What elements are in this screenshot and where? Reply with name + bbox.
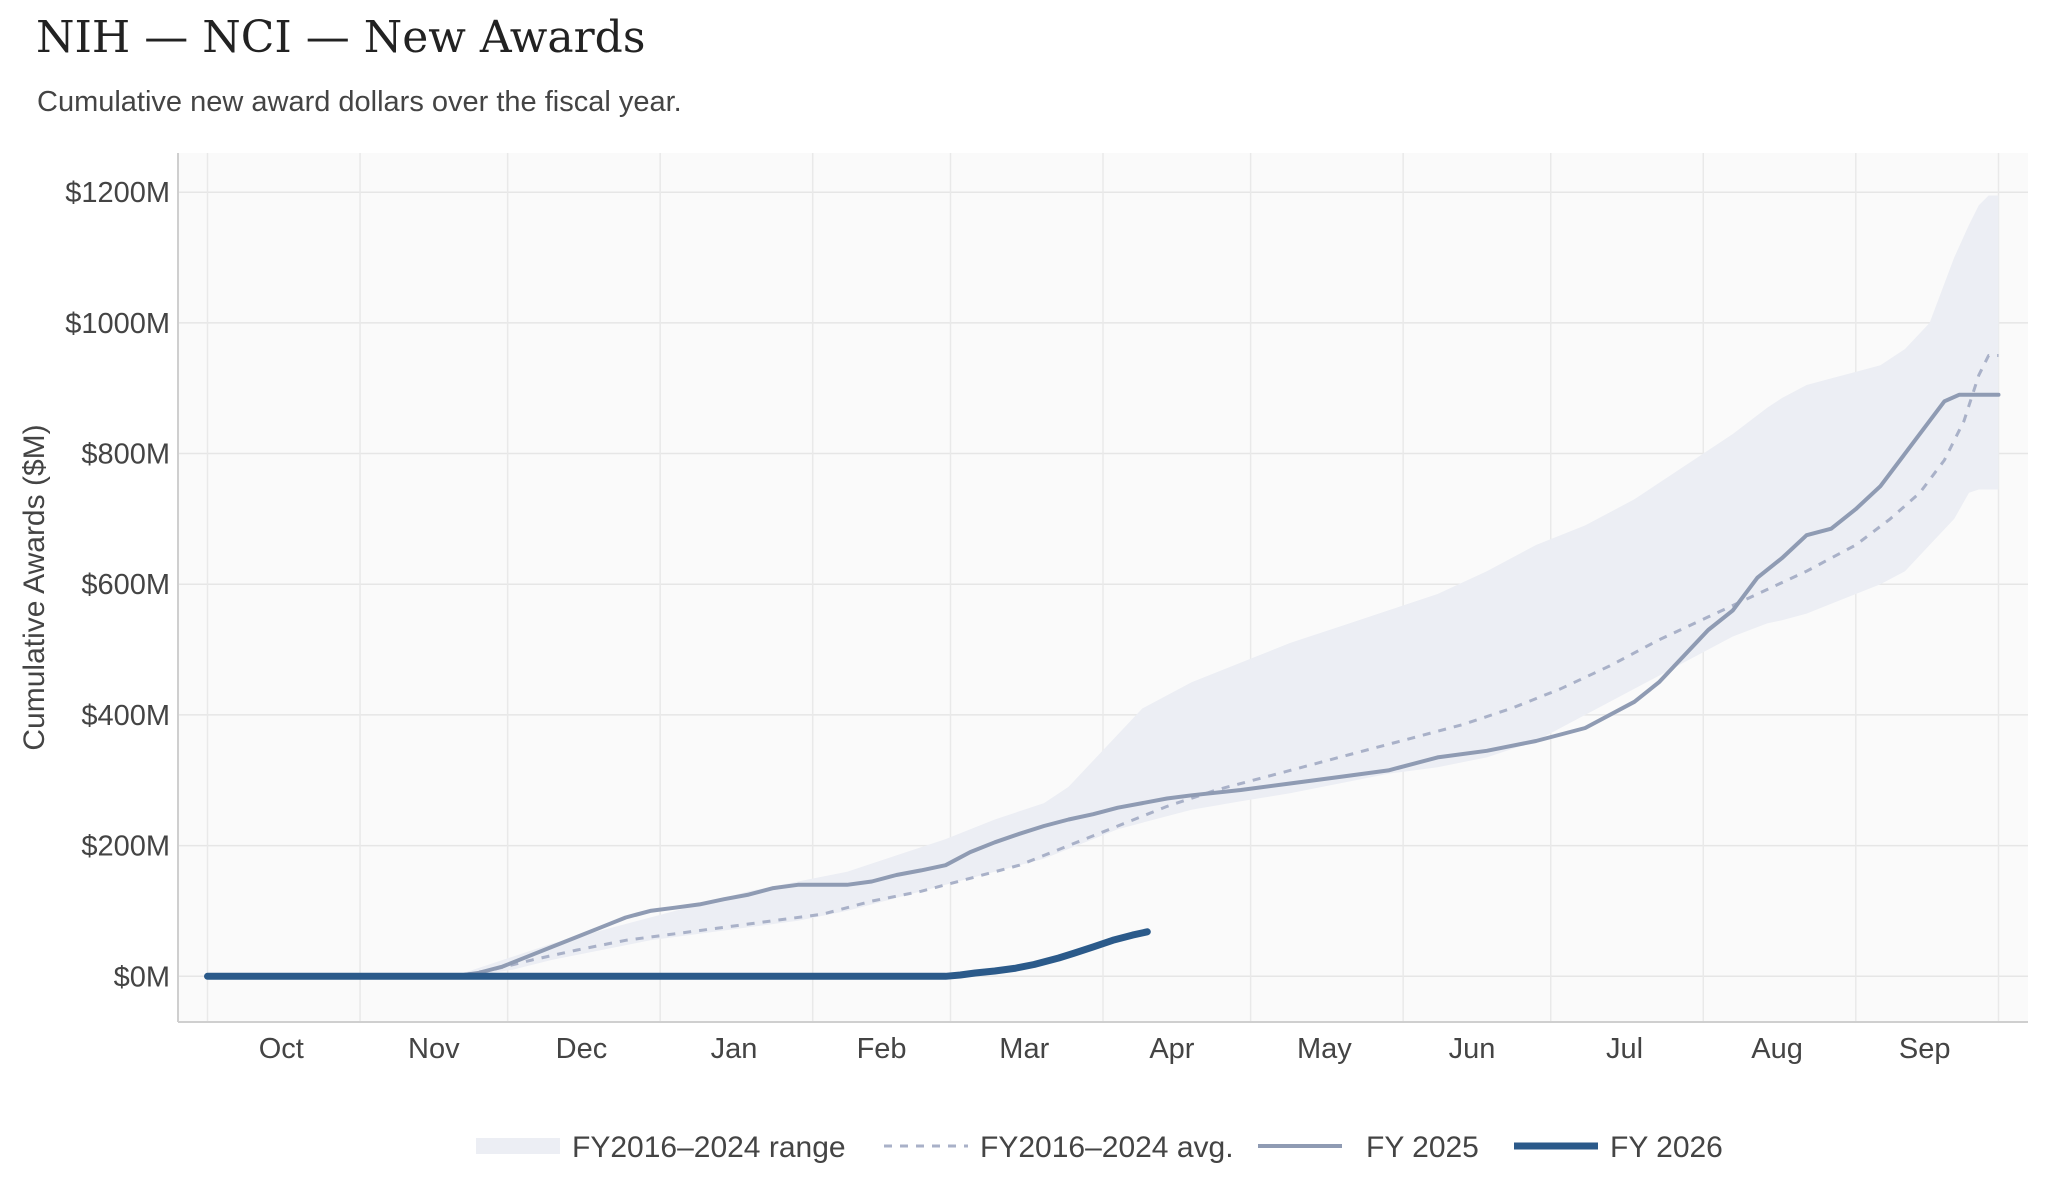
- y-tick-label: $1200M: [65, 177, 170, 209]
- series-line-fy-2026: [204, 928, 1151, 980]
- series-line-fy-2025: [205, 392, 2001, 979]
- legend-swatch-fy2016-2024-range: [476, 1138, 560, 1154]
- legend: FY2016–2024 range FY2016–2024 avg. FY 2025…: [476, 1131, 1723, 1164]
- y-tick-label: $1000M: [65, 308, 170, 340]
- series-lines-layer: [204, 354, 2001, 980]
- x-tick-label: Oct: [259, 1033, 304, 1065]
- x-tick-label: Feb: [857, 1033, 907, 1065]
- legend-label-fy2016-2024-range: FY2016–2024 range: [572, 1131, 846, 1164]
- x-tick-label: Aug: [1751, 1033, 1803, 1065]
- y-axis-label: Cumulative Awards ($M): [18, 424, 51, 750]
- x-tick-label: Jan: [711, 1033, 758, 1065]
- y-tick-label: $800M: [81, 439, 170, 471]
- y-tick-label: $600M: [81, 569, 170, 601]
- x-tick-label: Nov: [408, 1033, 460, 1065]
- x-tick-label: May: [1297, 1033, 1352, 1065]
- legend-label-fy-2026: FY 2026: [1610, 1131, 1723, 1164]
- series-band-fy2016-2024-range: [207, 195, 1999, 977]
- x-tick-label: Dec: [556, 1033, 608, 1065]
- x-tick-label: Mar: [999, 1033, 1049, 1065]
- legend-label-fy-2025: FY 2025: [1366, 1131, 1479, 1164]
- x-tick-label: Jul: [1606, 1033, 1643, 1065]
- axes: $0M $200M $400M $600M $800M $1000M $1200M Oct No…: [65, 153, 2028, 1065]
- x-tick-label: Sep: [1899, 1033, 1951, 1065]
- chart-subtitle: Cumulative new award dollars over the fi…: [37, 86, 682, 118]
- y-tick-label: $0M: [114, 961, 170, 993]
- range-band-layer: [207, 195, 1999, 977]
- chart-title: NIH — NCI — New Awards: [36, 12, 646, 63]
- x-tick-label: Apr: [1149, 1033, 1194, 1065]
- y-tick-label: $200M: [81, 831, 170, 863]
- series-line-fy2016-2024-avg: [207, 354, 1999, 978]
- legend-label-fy2016-2024-avg: FY2016–2024 avg.: [980, 1131, 1234, 1164]
- x-tick-label: Jun: [1449, 1033, 1496, 1065]
- y-tick-label: $400M: [81, 700, 170, 732]
